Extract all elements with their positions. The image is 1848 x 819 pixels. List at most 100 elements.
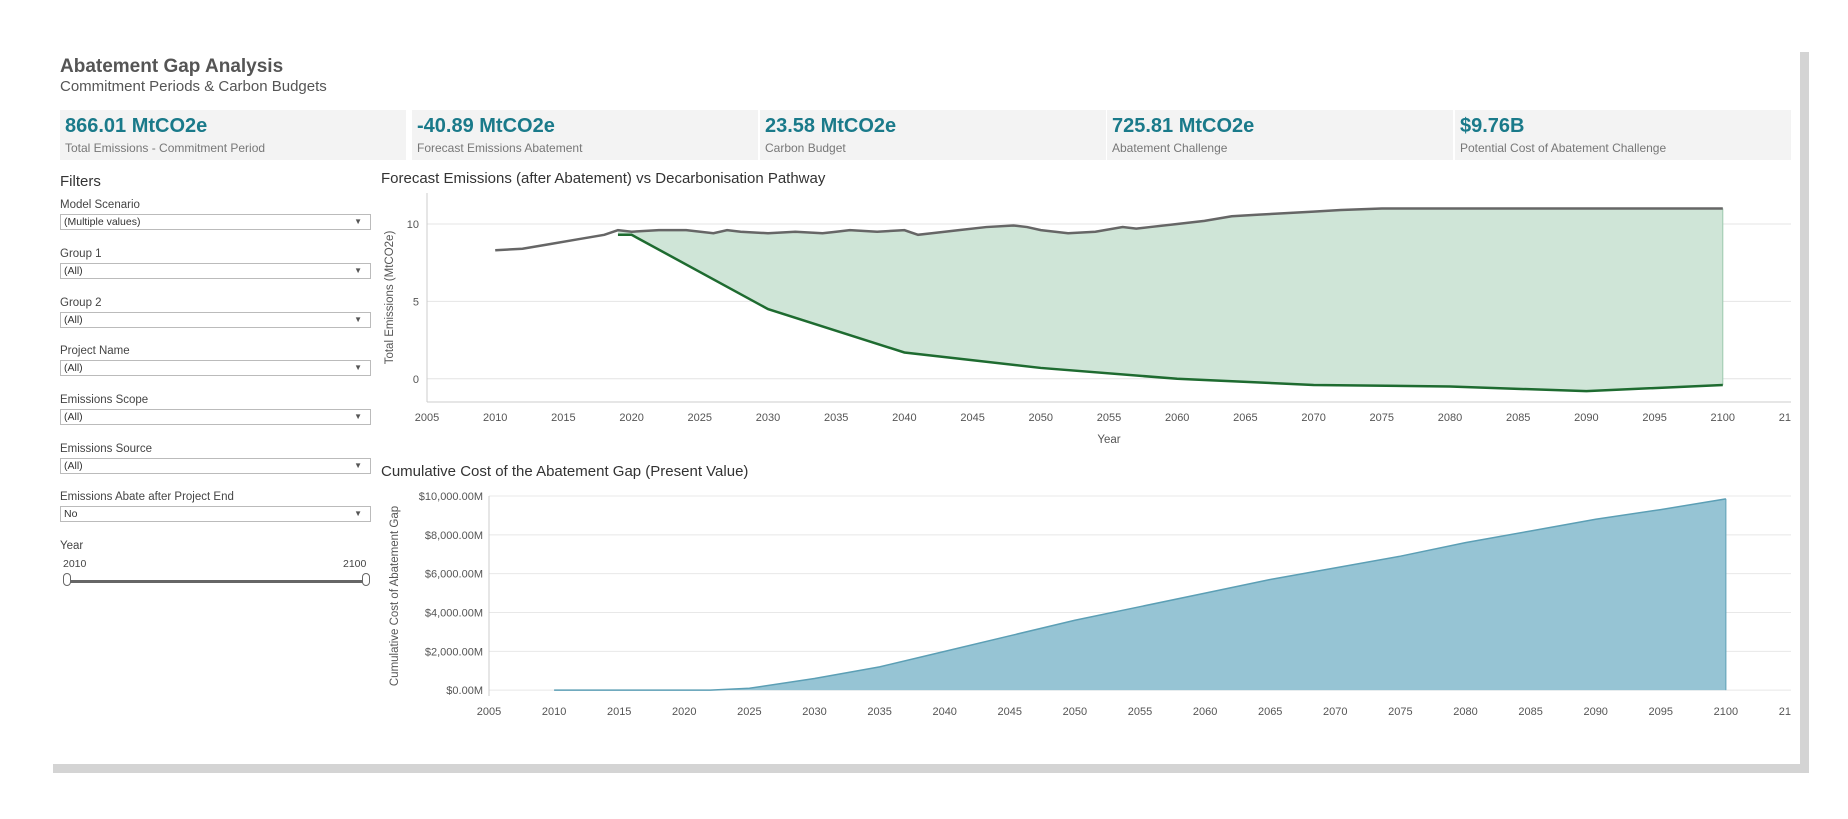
kpi-total-emissions[interactable]: 866.01 MtCO2e Total Emissions - Commitme… [60, 110, 406, 160]
abatement-gap-area [617, 208, 1723, 392]
abate-after-end-dropdown[interactable]: No ▼ [60, 506, 371, 522]
x-tick-label: 2050 [1063, 706, 1087, 718]
x-tick-label: 2060 [1165, 412, 1189, 424]
x-tick-label: 2075 [1370, 412, 1394, 424]
kpi-label: Carbon Budget [765, 141, 846, 155]
kpi-value: $9.76B [1460, 115, 1525, 137]
x-tick-label: 2030 [802, 706, 826, 718]
x-tick-label: 2080 [1438, 412, 1462, 424]
x-tick-label: 2045 [998, 706, 1022, 718]
dashboard-subtitle: Commitment Periods & Carbon Budgets [60, 78, 327, 95]
year-slider-max-label: 2100 [343, 558, 367, 570]
x-tick-label: 2010 [542, 706, 566, 718]
x-tick-label: 2025 [688, 412, 712, 424]
kpi-potential-cost[interactable]: $9.76B Potential Cost of Abatement Chall… [1455, 110, 1791, 160]
forecast-emissions-line [495, 207, 1723, 252]
x-tick-label: 2080 [1453, 706, 1477, 718]
x-tick-label: 2005 [415, 412, 439, 424]
x-tick-label: 2090 [1574, 412, 1598, 424]
filter-label-group-2: Group 2 [60, 297, 102, 309]
cumulative-cost-area [554, 498, 1726, 691]
y-tick-label: $4,000.00M [425, 608, 483, 620]
x-tick-label: 2075 [1388, 706, 1412, 718]
kpi-forecast-abatement[interactable]: -40.89 MtCO2e Forecast Emissions Abateme… [412, 110, 758, 160]
dropdown-value: (All) [64, 265, 83, 277]
chevron-down-icon: ▼ [354, 363, 362, 372]
year-slider-min-handle[interactable] [63, 573, 71, 586]
x-tick-label: 2100 [1711, 412, 1735, 424]
emissions-chart-title: Forecast Emissions (after Abatement) vs … [381, 170, 826, 187]
x-tick-label: 2035 [867, 706, 891, 718]
dropdown-value: (All) [64, 411, 83, 423]
dropdown-value: (All) [64, 362, 83, 374]
x-tick-label: 2030 [756, 412, 780, 424]
x-tick-label: 2100 [1714, 706, 1738, 718]
kpi-carbon-budget[interactable]: 23.58 MtCO2e Carbon Budget [760, 110, 1106, 160]
x-tick-label: 2050 [1029, 412, 1053, 424]
x-tick-label: 2020 [619, 412, 643, 424]
filter-label-emissions-scope: Emissions Scope [60, 394, 149, 406]
kpi-value: 866.01 MtCO2e [65, 115, 208, 137]
filter-label-emissions-source: Emissions Source [60, 443, 153, 455]
x-tick-label: 2085 [1518, 706, 1542, 718]
y-axis-label: Cumulative Cost of Abatement Gap [389, 506, 401, 686]
x-tick-label: 2095 [1649, 706, 1673, 718]
decarbonisation-pathway-line [617, 233, 1723, 393]
x-tick-label: 2095 [1642, 412, 1666, 424]
year-slider-max-handle[interactable] [362, 573, 370, 586]
dropdown-value: (Multiple values) [64, 216, 141, 228]
x-tick-label: 2015 [607, 706, 631, 718]
emissions-scope-dropdown[interactable]: (All) ▼ [60, 409, 371, 425]
y-tick-label: 0 [413, 374, 419, 386]
x-tick-label: 2035 [824, 412, 848, 424]
y-tick-label: 10 [407, 219, 419, 231]
y-tick-label: $6,000.00M [425, 569, 483, 581]
x-tick-label: 2025 [737, 706, 761, 718]
group-2-dropdown[interactable]: (All) ▼ [60, 312, 371, 328]
x-tick-label: 2040 [932, 706, 956, 718]
x-tick-label: 2045 [960, 412, 984, 424]
emissions-chart[interactable]: 0 5 10 2005 2010 2015 2020 2025 2030 2035 2040 2045… [381, 190, 1791, 455]
dropdown-value: No [64, 508, 78, 520]
group-1-dropdown[interactable]: (All) ▼ [60, 263, 371, 279]
chevron-down-icon: ▼ [354, 266, 362, 275]
project-name-dropdown[interactable]: (All) ▼ [60, 360, 371, 376]
year-slider-track[interactable] [66, 580, 366, 583]
cost-chart[interactable]: $0.00M $2,000.00M $4,000.00M $6,000.00M $8,0… [381, 485, 1791, 725]
kpi-value: -40.89 MtCO2e [417, 115, 555, 137]
kpi-value: 725.81 MtCO2e [1112, 115, 1255, 137]
x-axis-label: Year [1097, 434, 1120, 446]
x-tick-label: 2090 [1583, 706, 1607, 718]
x-tick-label: 2055 [1097, 412, 1121, 424]
chevron-down-icon: ▼ [354, 412, 362, 421]
dropdown-value: (All) [64, 460, 83, 472]
x-tick-label: 2085 [1506, 412, 1530, 424]
filter-label-group-1: Group 1 [60, 248, 102, 260]
cost-chart-title: Cumulative Cost of the Abatement Gap (Pr… [381, 463, 749, 480]
x-tick-label: 2020 [672, 706, 696, 718]
x-tick-label: 2040 [892, 412, 916, 424]
filter-label-model-scenario: Model Scenario [60, 199, 140, 211]
x-tick-label: 2070 [1323, 706, 1347, 718]
chevron-down-icon: ▼ [354, 217, 362, 226]
filter-label-project-name: Project Name [60, 345, 130, 357]
chevron-down-icon: ▼ [354, 461, 362, 470]
x-tick-label: 2055 [1128, 706, 1152, 718]
kpi-label: Total Emissions - Commitment Period [65, 141, 266, 155]
kpi-value: 23.58 MtCO2e [765, 115, 897, 137]
kpi-label: Abatement Challenge [1112, 141, 1228, 155]
x-tick-label: 2010 [483, 412, 507, 424]
y-tick-label: $10,000.00M [419, 491, 483, 503]
emissions-source-dropdown[interactable]: (All) ▼ [60, 458, 371, 474]
dropdown-value: (All) [64, 314, 83, 326]
x-tick-label: 2105 [1779, 412, 1791, 424]
kpi-label: Potential Cost of Abatement Challenge [1460, 141, 1667, 155]
y-tick-label: $0.00M [446, 685, 483, 697]
y-tick-label: $2,000.00M [425, 646, 483, 658]
filter-label-abate-after-end: Emissions Abate after Project End [60, 491, 234, 503]
chevron-down-icon: ▼ [354, 315, 362, 324]
x-tick-label: 2105 [1779, 706, 1791, 718]
kpi-abatement-challenge[interactable]: 725.81 MtCO2e Abatement Challenge [1107, 110, 1453, 160]
y-tick-label: 5 [413, 296, 419, 308]
model-scenario-dropdown[interactable]: (Multiple values) ▼ [60, 214, 371, 230]
